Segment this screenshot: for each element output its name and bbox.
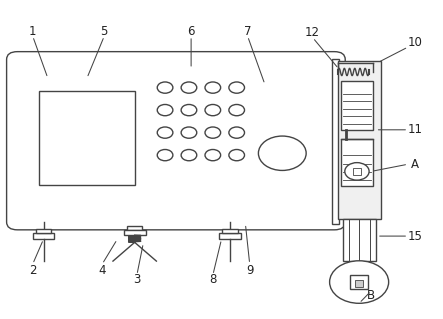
Text: 10: 10: [407, 36, 422, 49]
Text: 8: 8: [209, 273, 217, 286]
Circle shape: [345, 163, 369, 180]
Circle shape: [229, 82, 245, 93]
Text: B: B: [367, 289, 375, 302]
Text: 11: 11: [407, 123, 422, 136]
Circle shape: [229, 150, 245, 161]
Bar: [338, 61, 381, 219]
Circle shape: [205, 82, 221, 93]
Circle shape: [181, 127, 197, 138]
Circle shape: [205, 105, 221, 116]
Text: 9: 9: [246, 264, 253, 277]
Bar: [355, 280, 363, 287]
Text: 5: 5: [101, 25, 108, 38]
Circle shape: [157, 150, 173, 161]
Text: 1: 1: [29, 25, 36, 38]
Bar: [33, 233, 54, 239]
Bar: [219, 233, 241, 239]
Circle shape: [229, 127, 245, 138]
Circle shape: [205, 150, 221, 161]
Bar: [341, 81, 373, 130]
Bar: [353, 168, 361, 174]
Text: 7: 7: [244, 25, 251, 38]
Circle shape: [181, 105, 197, 116]
Circle shape: [181, 82, 197, 93]
Bar: [36, 229, 51, 233]
Text: 3: 3: [133, 273, 140, 286]
Text: A: A: [411, 158, 419, 171]
Bar: [343, 219, 376, 261]
Circle shape: [258, 136, 306, 170]
Bar: [39, 91, 135, 184]
Text: 6: 6: [187, 25, 195, 38]
FancyBboxPatch shape: [7, 52, 345, 230]
Text: 15: 15: [407, 230, 422, 242]
Circle shape: [157, 82, 173, 93]
Bar: [127, 226, 143, 230]
Text: 2: 2: [29, 264, 36, 277]
Bar: [332, 59, 339, 224]
Circle shape: [229, 105, 245, 116]
Circle shape: [205, 127, 221, 138]
Bar: [350, 275, 368, 289]
Circle shape: [157, 105, 173, 116]
Bar: [222, 229, 238, 233]
Text: 4: 4: [98, 264, 106, 277]
Text: 12: 12: [305, 26, 320, 39]
Circle shape: [330, 261, 389, 303]
Circle shape: [157, 127, 173, 138]
Bar: [124, 230, 145, 234]
Bar: [341, 139, 373, 186]
Circle shape: [181, 150, 197, 161]
